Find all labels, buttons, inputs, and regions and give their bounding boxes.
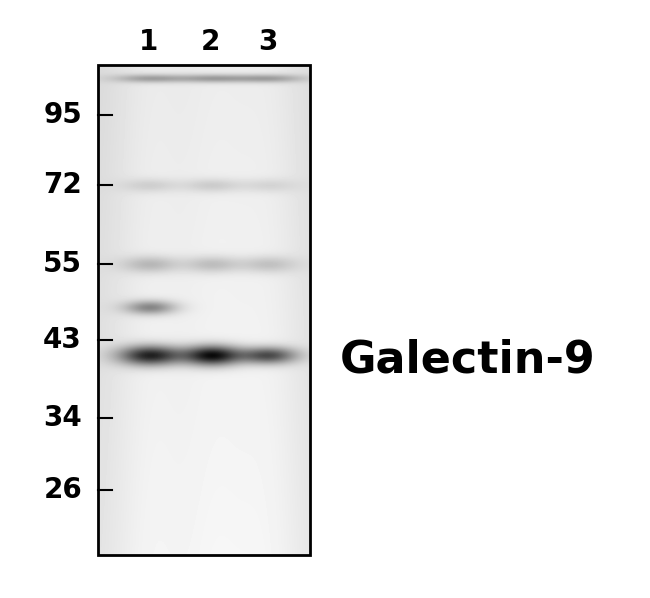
Text: 3: 3	[258, 28, 278, 56]
Text: 72: 72	[44, 171, 82, 199]
Text: 34: 34	[44, 404, 82, 432]
Text: 43: 43	[44, 326, 82, 354]
Text: 26: 26	[44, 476, 82, 504]
Text: 95: 95	[44, 101, 82, 129]
Text: Galectin-9: Galectin-9	[340, 338, 596, 382]
Text: 55: 55	[43, 250, 82, 278]
Text: 2: 2	[200, 28, 220, 56]
Bar	[98, 65, 310, 555]
Text: 1: 1	[138, 28, 157, 56]
